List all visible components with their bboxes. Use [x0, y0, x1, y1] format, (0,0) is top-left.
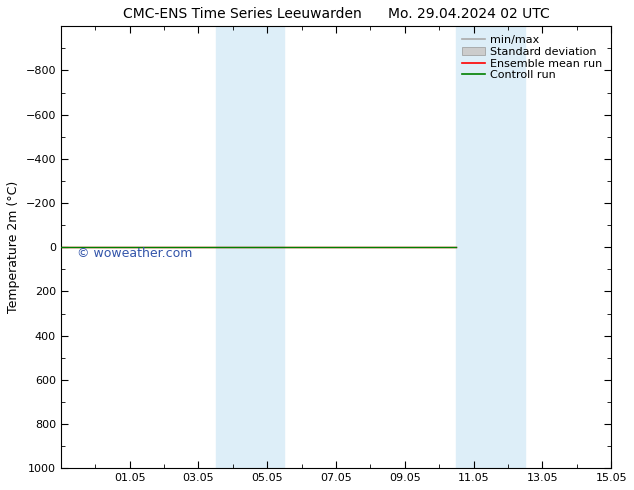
Legend: min/max, Standard deviation, Ensemble mean run, Controll run: min/max, Standard deviation, Ensemble me… [459, 32, 605, 83]
Bar [491, 26, 525, 468]
Y-axis label: Temperature 2m (°C): Temperature 2m (°C) [7, 181, 20, 314]
Text: © woweather.com: © woweather.com [77, 247, 193, 260]
Bar [250, 26, 285, 468]
Title: CMC-ENS Time Series Leeuwarden      Mo. 29.04.2024 02 UTC: CMC-ENS Time Series Leeuwarden Mo. 29.04… [122, 7, 550, 21]
Bar [456, 26, 491, 468]
Bar [216, 26, 250, 468]
